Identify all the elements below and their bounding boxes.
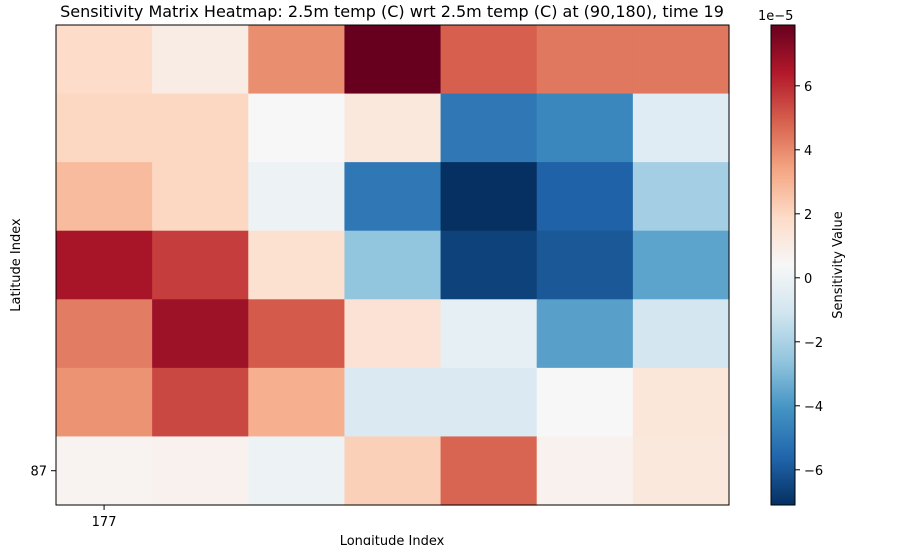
heatmap-cell [56,367,153,438]
heatmap-cell [152,162,249,232]
heatmap-cell [152,436,249,506]
heatmap-cell [248,93,346,163]
heatmap-cell [632,162,730,232]
heatmap-cell [536,162,634,232]
colorbar-ticks: −6 −4 −2 0 2 4 6 [795,80,823,479]
heatmap-cell [632,299,730,369]
heatmap-cell [56,230,153,300]
heatmap-cell [56,299,153,369]
heatmap-cell [440,367,538,438]
heatmap-cell [248,367,346,438]
heatmap-cell [536,93,634,163]
heatmap-cell [152,299,249,369]
colorbar-tick-label: −6 [804,464,823,479]
heatmap-cell [56,25,153,95]
heatmap-cell [344,25,442,95]
heatmap-cell [248,230,346,300]
heatmap-cell [56,162,153,232]
heatmap-cell [440,230,538,300]
heatmap-cell [440,93,538,163]
heatmap-cell [248,25,346,95]
colorbar-tick-label: 0 [804,272,812,287]
colorbar-tick-label: −2 [804,336,823,351]
heatmap-cell [632,93,730,163]
heatmap-cell [56,93,153,163]
y-axis-ticks: 87 [30,465,56,480]
heatmap-cell [344,93,442,163]
heatmap-cells [56,25,730,506]
y-axis-label: Latitude Index [9,218,24,312]
heatmap-cell [536,25,634,95]
chart-title: Sensitivity Matrix Heatmap: 2.5m temp (C… [60,2,724,21]
colorbar-tick-label: −4 [804,400,823,415]
heatmap-cell [440,162,538,232]
colorbar [770,24,796,506]
colorbar-label: Sensitivity Value [831,211,846,319]
x-tick-label: 177 [92,515,117,530]
heatmap-cell [344,299,442,369]
heatmap-cell [344,436,442,506]
heatmap-cell [152,367,249,438]
x-axis-label: Longitude Index [340,534,445,545]
heatmap-cell [248,162,346,232]
heatmap-cell [344,162,442,232]
x-axis-ticks: 177 [92,505,117,530]
y-tick-label: 87 [30,465,47,480]
heatmap-cell [56,436,153,506]
heatmap-cell [632,367,730,438]
heatmap-cell [536,230,634,300]
plot-frame [55,24,730,506]
heatmap-cell [536,299,634,369]
heatmap-cell [440,25,538,95]
heatmap-cell [152,25,249,95]
colorbar-tick-label: 4 [804,144,812,159]
heatmap-cell [536,367,634,438]
heatmap-cell [152,230,249,300]
colorbar-exponent: 1e−5 [758,9,793,24]
colorbar-tick-label: 6 [804,80,812,95]
heatmap-cell [344,230,442,300]
heatmap-cell [248,299,346,369]
heatmap-cell [536,436,634,506]
heatmap-cell [440,299,538,369]
heatmap-cell [632,230,730,300]
heatmap-cell [344,367,442,438]
colorbar-tick-label: 2 [804,208,812,223]
heatmap-cell [632,25,730,95]
heatmap-cell [248,436,346,506]
heatmap-cell [632,436,730,506]
heatmap-cell [152,93,249,163]
heatmap-cell [440,436,538,506]
